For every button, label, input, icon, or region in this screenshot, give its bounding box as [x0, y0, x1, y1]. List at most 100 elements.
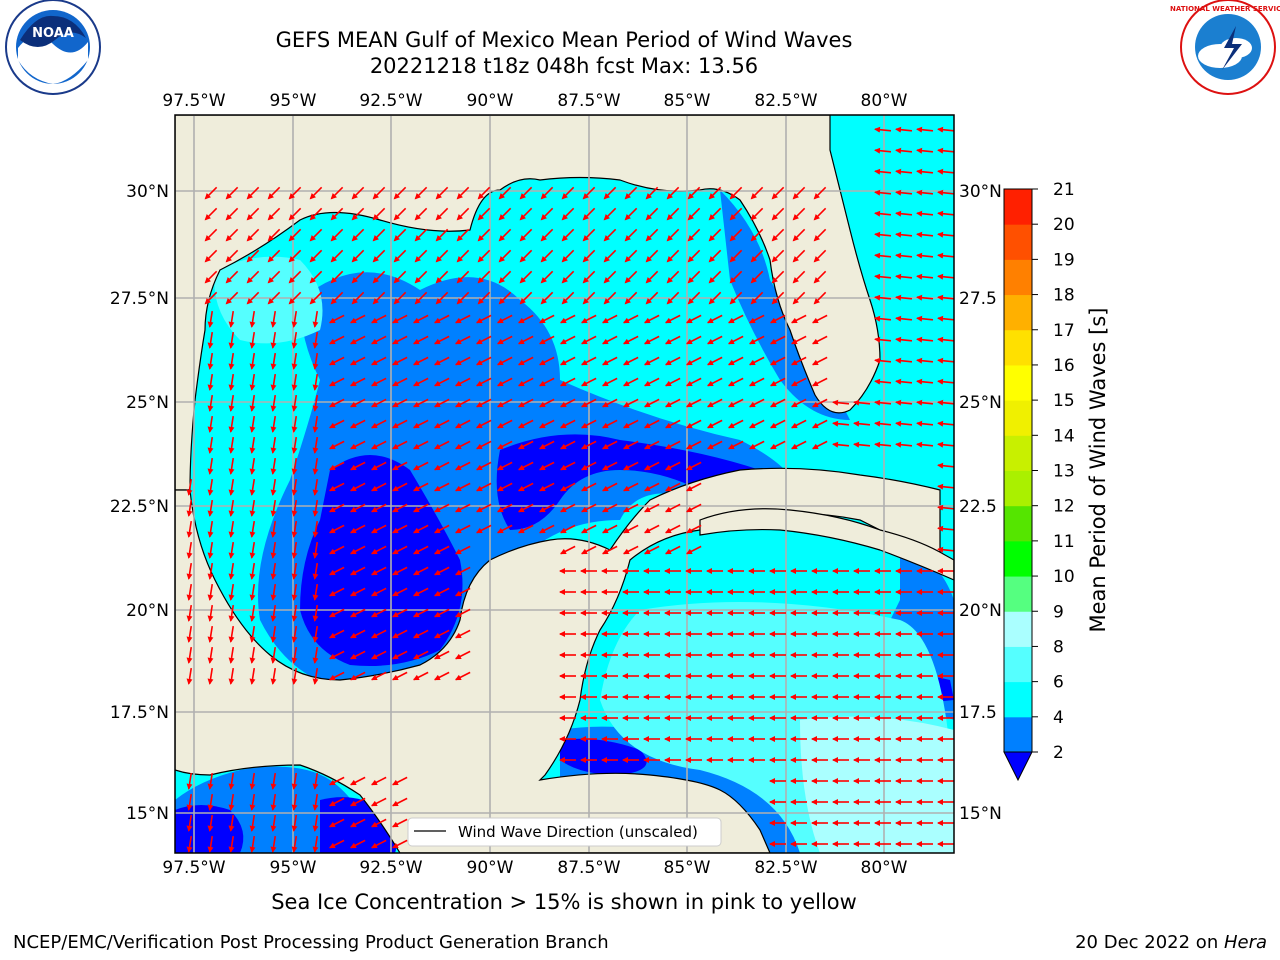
wave-vector	[771, 207, 785, 221]
wave-vector	[433, 314, 450, 324]
wave-vector	[937, 252, 954, 259]
wave-vector	[391, 524, 408, 534]
wave-vector	[813, 291, 827, 305]
wave-vector	[601, 440, 618, 450]
wave-vector	[580, 377, 597, 387]
wave-vector	[454, 566, 471, 576]
wave-vector	[937, 210, 954, 217]
wave-vector	[372, 228, 386, 242]
wave-vector	[328, 587, 345, 597]
wave-vector	[228, 415, 235, 433]
wave-vector	[538, 398, 555, 408]
wave-vector	[391, 839, 408, 849]
wave-vector	[771, 291, 785, 305]
wave-vector	[249, 814, 256, 832]
wave-vector	[603, 249, 617, 263]
wave-vector	[349, 545, 366, 555]
wave-vector	[622, 440, 639, 450]
wave-vector	[312, 415, 319, 433]
wave-vector	[391, 377, 408, 387]
wave-vector	[412, 440, 429, 450]
lat-label: 27.5	[959, 289, 997, 309]
wave-vector	[186, 646, 193, 664]
wave-vector	[288, 270, 302, 284]
wave-vector	[517, 335, 534, 345]
wave-vector	[498, 249, 512, 263]
wave-vector	[685, 482, 702, 492]
wave-vector	[538, 419, 555, 429]
wave-vector	[496, 398, 513, 408]
wave-vector	[414, 186, 428, 200]
wave-vector	[454, 629, 471, 639]
wave-vector	[874, 252, 892, 259]
wave-vector	[349, 482, 366, 492]
wave-vector	[727, 398, 744, 408]
wave-vector	[412, 356, 429, 366]
wave-vector	[538, 440, 555, 450]
wave-vector	[412, 398, 429, 408]
wave-vector	[792, 270, 806, 284]
wave-vector	[750, 228, 764, 242]
wave-vector	[687, 207, 701, 221]
lon-label: 85°W	[664, 858, 711, 878]
wave-vector	[204, 207, 218, 221]
wave-vector	[328, 356, 345, 366]
wave-vector	[270, 835, 277, 853]
colorbar-tick-label: 16	[1053, 356, 1075, 376]
wave-vector	[186, 499, 193, 517]
colorbar-segment	[1004, 364, 1032, 401]
wave-vector	[249, 373, 256, 391]
colorbar-tick-label: 21	[1053, 180, 1075, 200]
wave-vector	[312, 772, 319, 790]
land-cuba	[699, 508, 954, 581]
wave-vector	[412, 419, 429, 429]
wave-vector	[270, 373, 277, 391]
wave-vector	[372, 291, 386, 305]
wave-vector	[456, 228, 470, 242]
wave-vector	[288, 207, 302, 221]
wave-vector	[622, 461, 639, 471]
wave-vector	[603, 207, 617, 221]
wave-vector	[937, 504, 954, 511]
wave-vector	[372, 186, 386, 200]
wave-vector	[496, 377, 513, 387]
colorbar-tick-label: 18	[1053, 286, 1075, 306]
wave-vector	[246, 186, 260, 200]
wave-vector	[270, 457, 277, 475]
wave-vector	[769, 440, 786, 450]
wave-vector	[540, 291, 554, 305]
wave-vector	[391, 629, 408, 639]
wave-vector	[370, 314, 387, 324]
wave-vector	[312, 625, 319, 643]
wave-vector	[664, 398, 681, 408]
wave-vector	[270, 415, 277, 433]
wave-vector	[328, 629, 345, 639]
lon-label: 82.5°W	[754, 91, 817, 111]
wave-vector	[559, 545, 576, 555]
wave-vector	[811, 440, 828, 450]
wave-vector	[412, 314, 429, 324]
wave-vector	[291, 583, 298, 601]
wave-vector	[603, 228, 617, 242]
wave-vector	[186, 793, 193, 811]
wave-vector	[186, 583, 193, 601]
lat-label: 30°N	[959, 182, 1002, 202]
wave-vector	[685, 356, 702, 366]
wave-vector	[328, 776, 345, 786]
wave-vector	[874, 231, 892, 238]
wave-vector	[249, 772, 256, 790]
wave-vector	[643, 314, 660, 324]
wave-vector	[771, 228, 785, 242]
wave-vector	[916, 315, 934, 322]
wave-vector	[186, 520, 193, 538]
wave-vector	[708, 249, 722, 263]
wave-vector	[207, 646, 214, 664]
wave-vector	[666, 228, 680, 242]
wave-vector	[685, 419, 702, 429]
wave-vector	[475, 440, 492, 450]
host-text: Hera	[1223, 932, 1267, 953]
wave-vector	[769, 398, 786, 408]
wave-vector	[207, 436, 214, 454]
wave-vector	[309, 270, 323, 284]
